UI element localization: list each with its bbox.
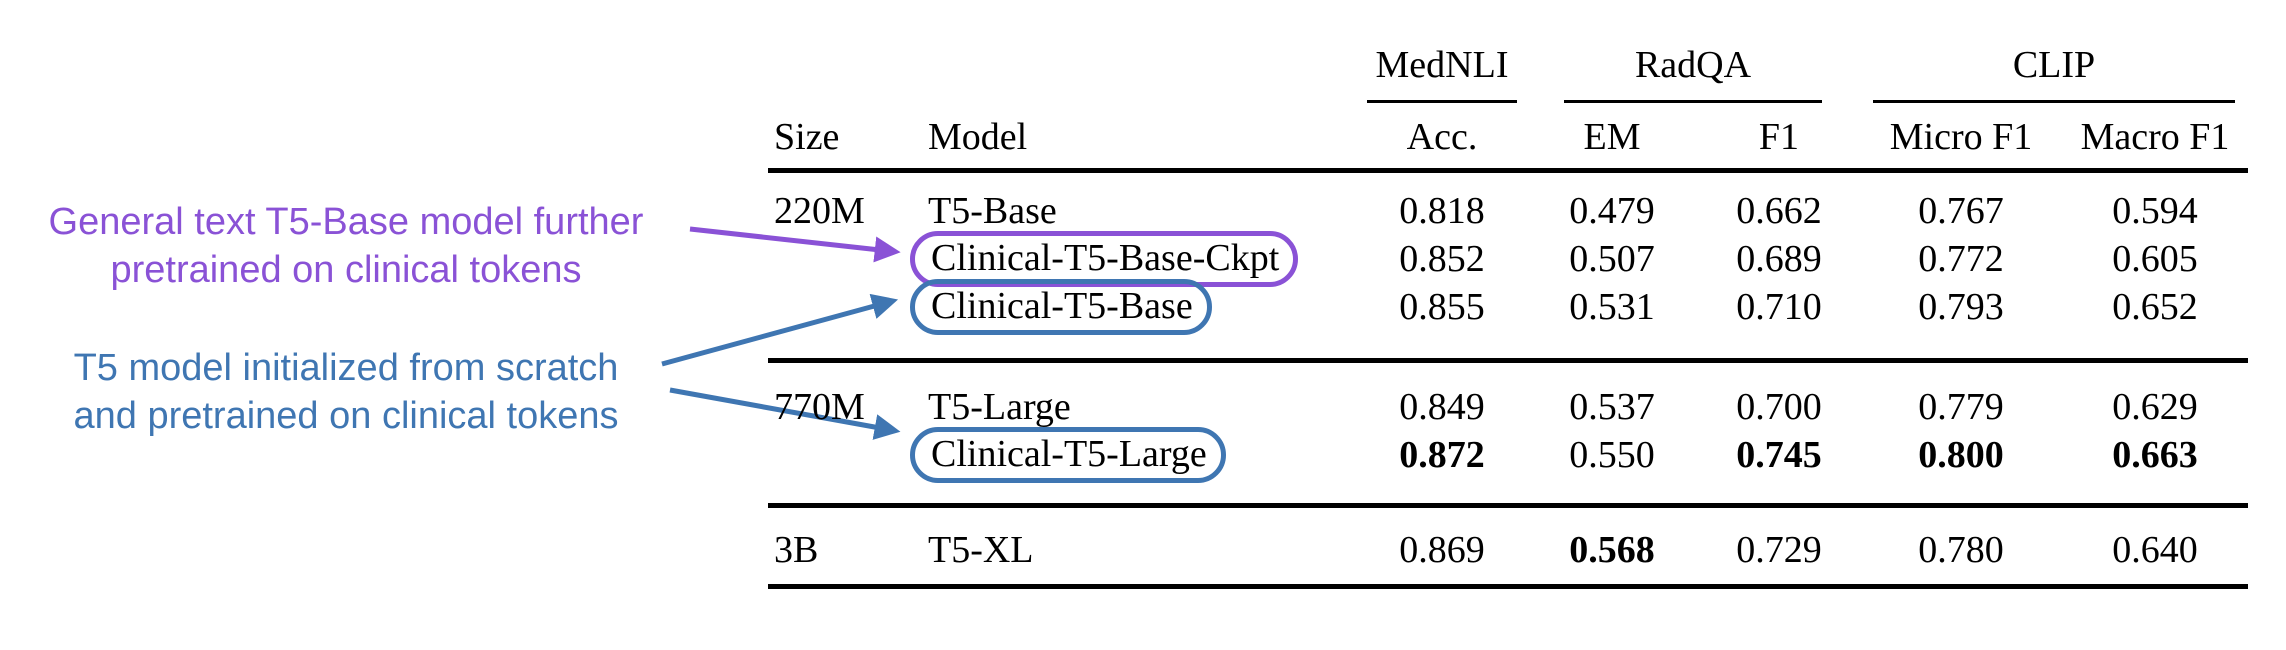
- cell-f1: 0.689: [1736, 238, 1822, 280]
- table-block-770m: 770M T5-Large 0.849 0.537 0.700 0.779 0.…: [768, 363, 2248, 508]
- cell-f1: 0.662: [1736, 190, 1822, 232]
- table-block-3b: 3B T5-XL 0.869 0.568 0.729 0.780 0.640: [768, 508, 2248, 589]
- cell-macro-f1: 0.663: [2112, 434, 2198, 476]
- cell-f1: 0.700: [1736, 386, 1822, 428]
- col-header-model: Model: [928, 116, 1028, 158]
- cell-em: 0.507: [1569, 238, 1655, 280]
- cell-size: 220M: [774, 190, 865, 232]
- cell-macro-f1: 0.605: [2112, 238, 2198, 280]
- col-header-macro-f1: Macro F1: [2080, 116, 2230, 158]
- col-header-acc: Acc.: [1406, 116, 1478, 158]
- col-header-em: EM: [1583, 116, 1641, 158]
- cell-model: T5-Large: [928, 385, 1358, 429]
- group-header-clip: CLIP: [1860, 30, 2248, 103]
- annotation-purple-line2: pretrained on clinical tokens: [110, 249, 582, 291]
- group-label-mednli: MedNLI: [1375, 44, 1509, 86]
- group-header-radqa: RadQA: [1526, 30, 1860, 103]
- model-name: T5-Base: [928, 190, 1057, 232]
- cell-f1: 0.729: [1736, 529, 1822, 571]
- cell-macro-f1: 0.594: [2112, 190, 2198, 232]
- highlight-oval-blue: Clinical-T5-Large: [910, 427, 1226, 483]
- cell-acc: 0.869: [1399, 529, 1485, 571]
- cell-acc: 0.855: [1399, 286, 1485, 328]
- highlight-oval-purple: Clinical-T5-Base-Ckpt: [910, 231, 1299, 287]
- model-name: T5-Large: [928, 386, 1071, 428]
- header-rule: [768, 168, 2248, 173]
- table-block-220m: 220M T5-Base 0.818 0.479 0.662 0.767 0.5…: [768, 173, 2248, 363]
- model-name: T5-XL: [928, 529, 1034, 571]
- table-row: Clinical-T5-Large 0.872 0.550 0.745 0.80…: [768, 427, 2248, 483]
- group-label-clip: CLIP: [2012, 44, 2096, 86]
- cell-acc: 0.852: [1399, 238, 1485, 280]
- table-row: 220M T5-Base 0.818 0.479 0.662 0.767 0.5…: [768, 187, 2248, 235]
- cell-model: Clinical-T5-Base-Ckpt: [910, 231, 1358, 287]
- cell-em: 0.479: [1569, 190, 1655, 232]
- cell-em: 0.550: [1569, 434, 1655, 476]
- cell-acc: 0.872: [1399, 434, 1485, 476]
- cell-f1: 0.745: [1736, 434, 1822, 476]
- cell-micro-f1: 0.779: [1918, 386, 2004, 428]
- annotation-purple-line1: General text T5-Base model further: [48, 201, 644, 243]
- cell-micro-f1: 0.793: [1918, 286, 2004, 328]
- cell-micro-f1: 0.767: [1918, 190, 2004, 232]
- highlight-oval-blue: Clinical-T5-Base: [910, 279, 1212, 335]
- group-header-mednli: MedNLI: [1358, 30, 1526, 103]
- cell-em: 0.568: [1569, 529, 1655, 571]
- cell-micro-f1: 0.800: [1918, 434, 2004, 476]
- annotation-blue-line2: and pretrained on clinical tokens: [73, 395, 619, 437]
- table-group-header-row: MedNLI RadQA CLIP: [768, 30, 2248, 103]
- cell-model: Clinical-T5-Base: [910, 279, 1358, 335]
- cell-size: 770M: [774, 386, 865, 428]
- table-row: Clinical-T5-Base-Ckpt 0.852 0.507 0.689 …: [768, 231, 2248, 287]
- table-row: 3B T5-XL 0.869 0.568 0.729 0.780 0.640: [768, 526, 2248, 574]
- cell-micro-f1: 0.772: [1918, 238, 2004, 280]
- cell-macro-f1: 0.629: [2112, 386, 2198, 428]
- col-header-f1: F1: [1758, 116, 1800, 158]
- group-rule-radqa: [1564, 100, 1822, 103]
- model-name: Clinical-T5-Base: [931, 285, 1193, 327]
- model-name: Clinical-T5-Large: [931, 433, 1207, 475]
- table-row: Clinical-T5-Base 0.855 0.531 0.710 0.793…: [768, 279, 2248, 335]
- cell-acc: 0.818: [1399, 190, 1485, 232]
- annotation-blue-callout: T5 model initialized from scratch and pr…: [16, 344, 676, 440]
- results-table: MedNLI RadQA CLIP Size Model Acc. EM F1 …: [768, 30, 2248, 589]
- table-row: 770M T5-Large 0.849 0.537 0.700 0.779 0.…: [768, 383, 2248, 431]
- cell-model: T5-Base: [928, 189, 1358, 233]
- group-label-radqa: RadQA: [1634, 44, 1752, 86]
- group-header-spacer: [768, 30, 1358, 103]
- group-rule-mednli: [1367, 100, 1517, 103]
- cell-f1: 0.710: [1736, 286, 1822, 328]
- cell-model: T5-XL: [928, 528, 1358, 572]
- cell-model: Clinical-T5-Large: [910, 427, 1358, 483]
- cell-micro-f1: 0.780: [1918, 529, 2004, 571]
- annotation-blue-line1: T5 model initialized from scratch: [73, 347, 619, 389]
- cell-em: 0.537: [1569, 386, 1655, 428]
- cell-size: 3B: [774, 529, 819, 571]
- cell-macro-f1: 0.640: [2112, 529, 2198, 571]
- cell-acc: 0.849: [1399, 386, 1485, 428]
- col-header-size: Size: [774, 116, 840, 158]
- annotation-purple-callout: General text T5-Base model further pretr…: [16, 198, 676, 294]
- model-name: Clinical-T5-Base-Ckpt: [931, 237, 1280, 279]
- group-rule-clip: [1873, 100, 2235, 103]
- col-header-micro-f1: Micro F1: [1889, 116, 2033, 158]
- cell-em: 0.531: [1569, 286, 1655, 328]
- cell-macro-f1: 0.652: [2112, 286, 2198, 328]
- table-column-header-row: Size Model Acc. EM F1 Micro F1 Macro F1: [768, 103, 2248, 168]
